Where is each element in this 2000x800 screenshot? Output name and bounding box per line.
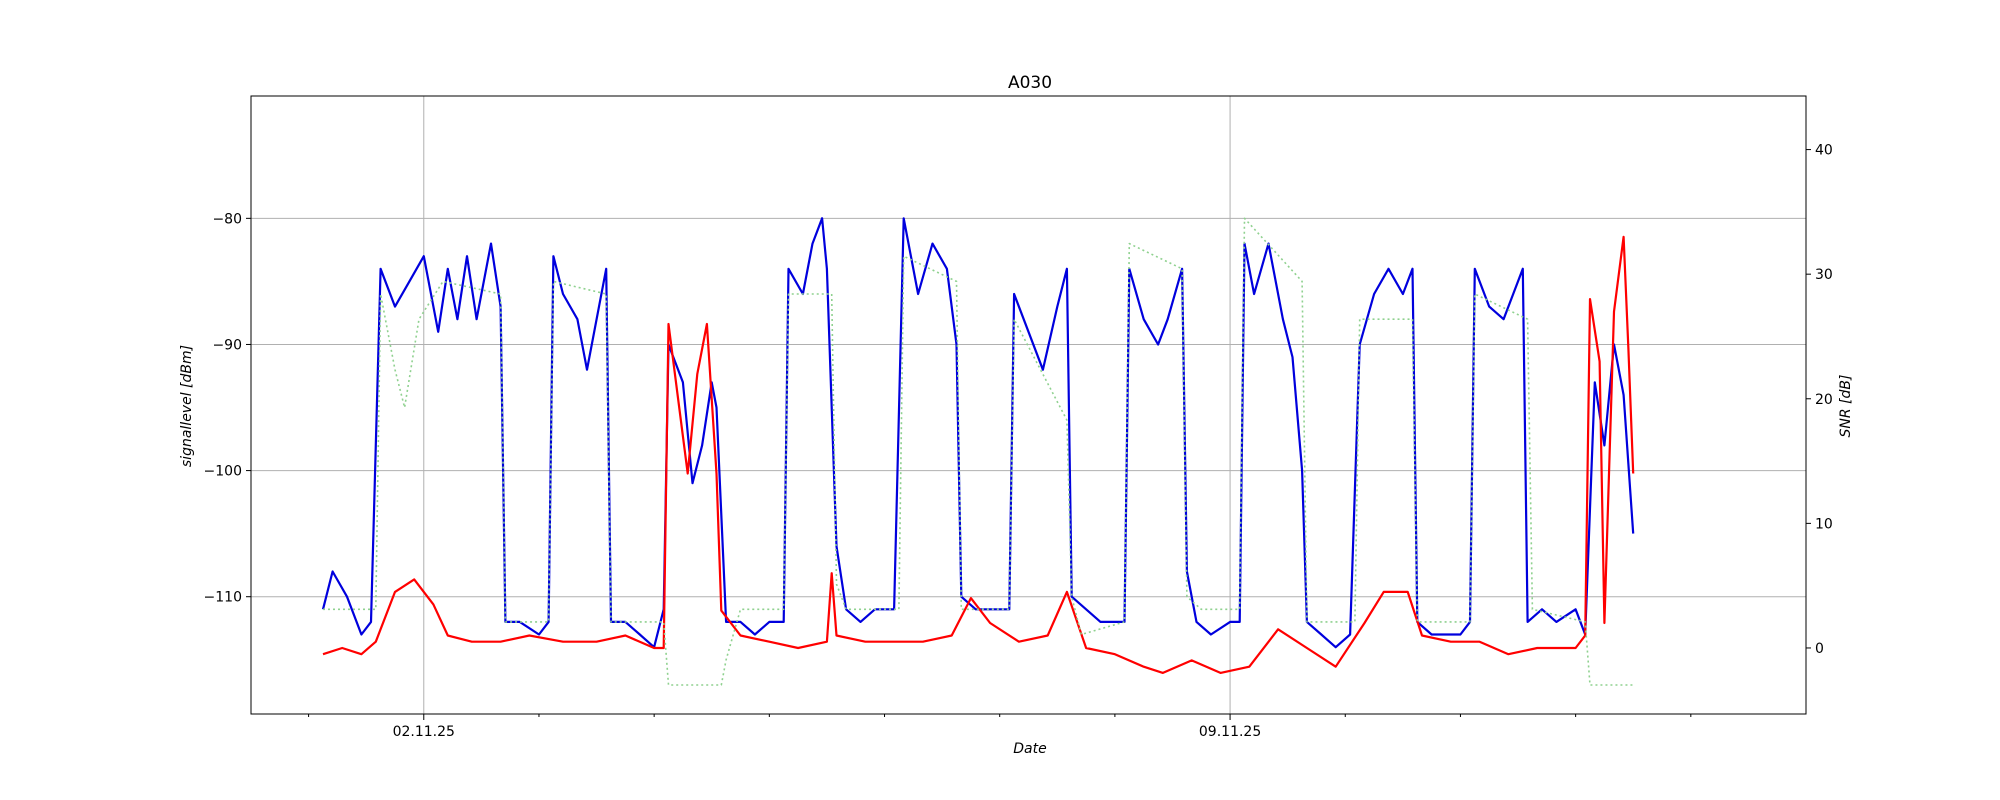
series-line-1 (322, 235, 1635, 674)
y-axis-label-right: SNR [dB] (1838, 375, 1854, 438)
plot-frame (250, 95, 1807, 715)
series-line-2 (323, 217, 1634, 686)
y-tick-label-right: 20 (1815, 392, 1833, 408)
x-axis-label: Date (1013, 741, 1046, 757)
chart-title: A030 (1008, 73, 1052, 93)
y-tick-label-left: −80 (212, 211, 242, 227)
y-tick-label-right: 30 (1815, 267, 1833, 283)
x-tick-label: 02.11.25 (393, 724, 455, 740)
x-tick-label: 09.11.25 (1199, 724, 1261, 740)
y-axis-label-left: signallevel [dBm] (179, 345, 195, 467)
y-tick-label-right: 0 (1815, 641, 1824, 657)
y-tick-label-right: 40 (1815, 143, 1833, 159)
y-tick-label-left: −90 (212, 337, 242, 353)
plot-area: −80 −90 −100 −110 40 30 20 10 0 02.11.25 09.11.25 (204, 95, 1833, 740)
y-tick-label-right: 10 (1815, 516, 1833, 532)
y-tick-label-left: −110 (204, 590, 242, 606)
y-tick-label-left: −100 (204, 464, 242, 480)
